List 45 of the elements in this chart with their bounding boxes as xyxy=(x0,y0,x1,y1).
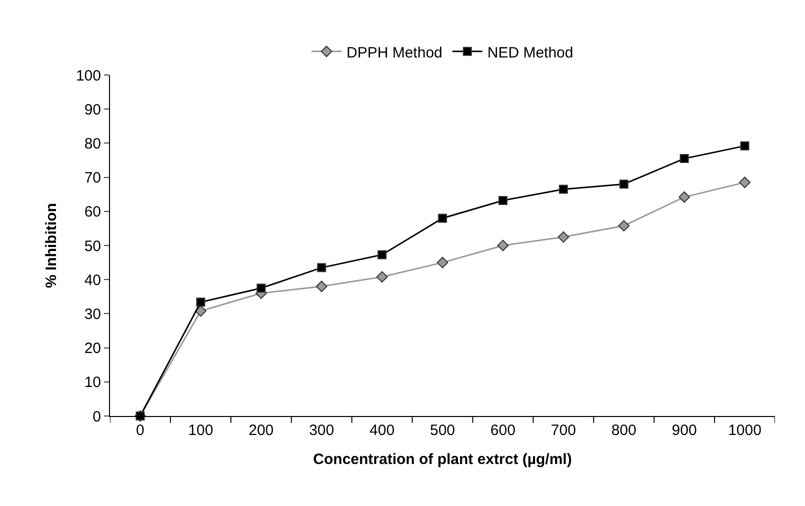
legend-label: DPPH Method xyxy=(346,44,442,62)
point xyxy=(438,214,447,223)
x-tick-label: 400 xyxy=(370,422,395,439)
point xyxy=(558,231,570,243)
x-tick-label: 700 xyxy=(550,422,576,439)
y-tick-label: 0 xyxy=(92,408,101,426)
y-tick-label: 40 xyxy=(84,272,101,289)
y-tick-label: 80 xyxy=(84,135,101,152)
point xyxy=(558,184,568,194)
point xyxy=(498,196,508,205)
point xyxy=(436,256,448,268)
y-tick-label: 30 xyxy=(84,306,101,323)
point xyxy=(194,305,206,317)
x-tick-label: 600 xyxy=(490,422,516,439)
point xyxy=(317,263,326,272)
y-tick-label: 60 xyxy=(84,204,101,221)
point xyxy=(619,180,628,189)
x-tick-label: 0 xyxy=(136,422,144,439)
x-tick-label: 500 xyxy=(430,422,456,439)
point xyxy=(378,250,387,260)
y-tick-label: 90 xyxy=(84,101,101,118)
y-tick-label: 50 xyxy=(84,238,101,255)
point xyxy=(740,141,750,150)
y-axis-title: % Inhibition xyxy=(43,203,60,288)
point xyxy=(497,240,509,252)
y-tick-label: 100 xyxy=(76,67,101,84)
x-tick-label: 200 xyxy=(248,422,274,439)
point xyxy=(256,284,266,293)
legend-label: NED Method xyxy=(487,44,574,62)
point xyxy=(739,176,750,188)
point xyxy=(680,154,689,164)
y-tick-label: 10 xyxy=(84,374,101,392)
x-tick-label: 800 xyxy=(611,422,636,439)
point xyxy=(316,280,328,292)
point xyxy=(196,298,206,307)
x-tick-label: 900 xyxy=(672,422,697,439)
x-tick-label: 100 xyxy=(188,422,214,439)
x-tick-label: 1000 xyxy=(728,422,762,439)
point xyxy=(618,220,630,232)
point xyxy=(376,271,388,283)
x-axis-title: Concentration of plant extrct (µg/ml) xyxy=(313,451,572,468)
y-tick-label: 20 xyxy=(84,340,101,358)
y-tick-label: 70 xyxy=(84,170,101,187)
x-tick-label: 300 xyxy=(309,422,334,439)
point xyxy=(678,191,690,203)
